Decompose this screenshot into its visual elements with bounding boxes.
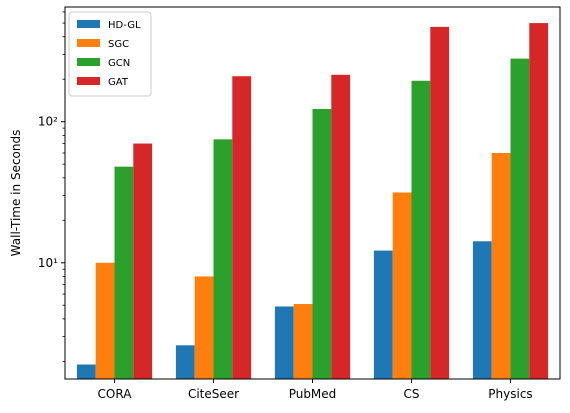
bar-gat-pubmed [331,74,351,379]
bar-gcn-cs [411,80,431,380]
legend-swatch [77,20,100,28]
y-tick-label: 10² [38,115,58,129]
y-axis-label: Wall-Time in Seconds [9,130,23,257]
bar-hd-gl-physics [472,241,492,379]
bar-sgc-citeseer [194,276,214,379]
bar-gcn-citeseer [213,139,233,379]
bar-gat-physics [529,23,549,380]
legend-label: GAT [108,77,129,88]
legend-swatch [77,58,100,66]
legend-label: GCN [108,58,130,69]
bar-hd-gl-cora [76,364,96,379]
bar-hd-gl-citeseer [175,345,195,379]
legend-swatch [77,77,100,85]
x-tick-label: CS [404,387,420,401]
bar-gat-citeseer [232,76,252,379]
bar-gcn-physics [510,58,530,379]
x-tick-label: CORA [98,387,133,401]
bar-gcn-pubmed [312,109,332,379]
x-tick-label: CiteSeer [188,387,239,401]
bar-hd-gl-cs [373,250,393,379]
bar-gat-cs [430,26,450,380]
legend-swatch [77,39,100,47]
bar-sgc-pubmed [293,304,313,379]
legend-label: HD-GL [108,20,141,31]
bar-gat-cora [133,143,153,379]
x-tick-label: PubMed [289,387,337,401]
bar-sgc-physics [491,152,511,379]
bar-sgc-cs [392,192,412,379]
legend-box [68,11,152,97]
bar-hd-gl-pubmed [274,306,294,379]
bar-gcn-cora [114,166,134,379]
bar-sgc-cora [95,262,115,379]
y-tick-label: 10¹ [38,256,58,270]
x-tick-label: Physics [488,387,532,401]
legend-label: SGC [108,39,129,50]
